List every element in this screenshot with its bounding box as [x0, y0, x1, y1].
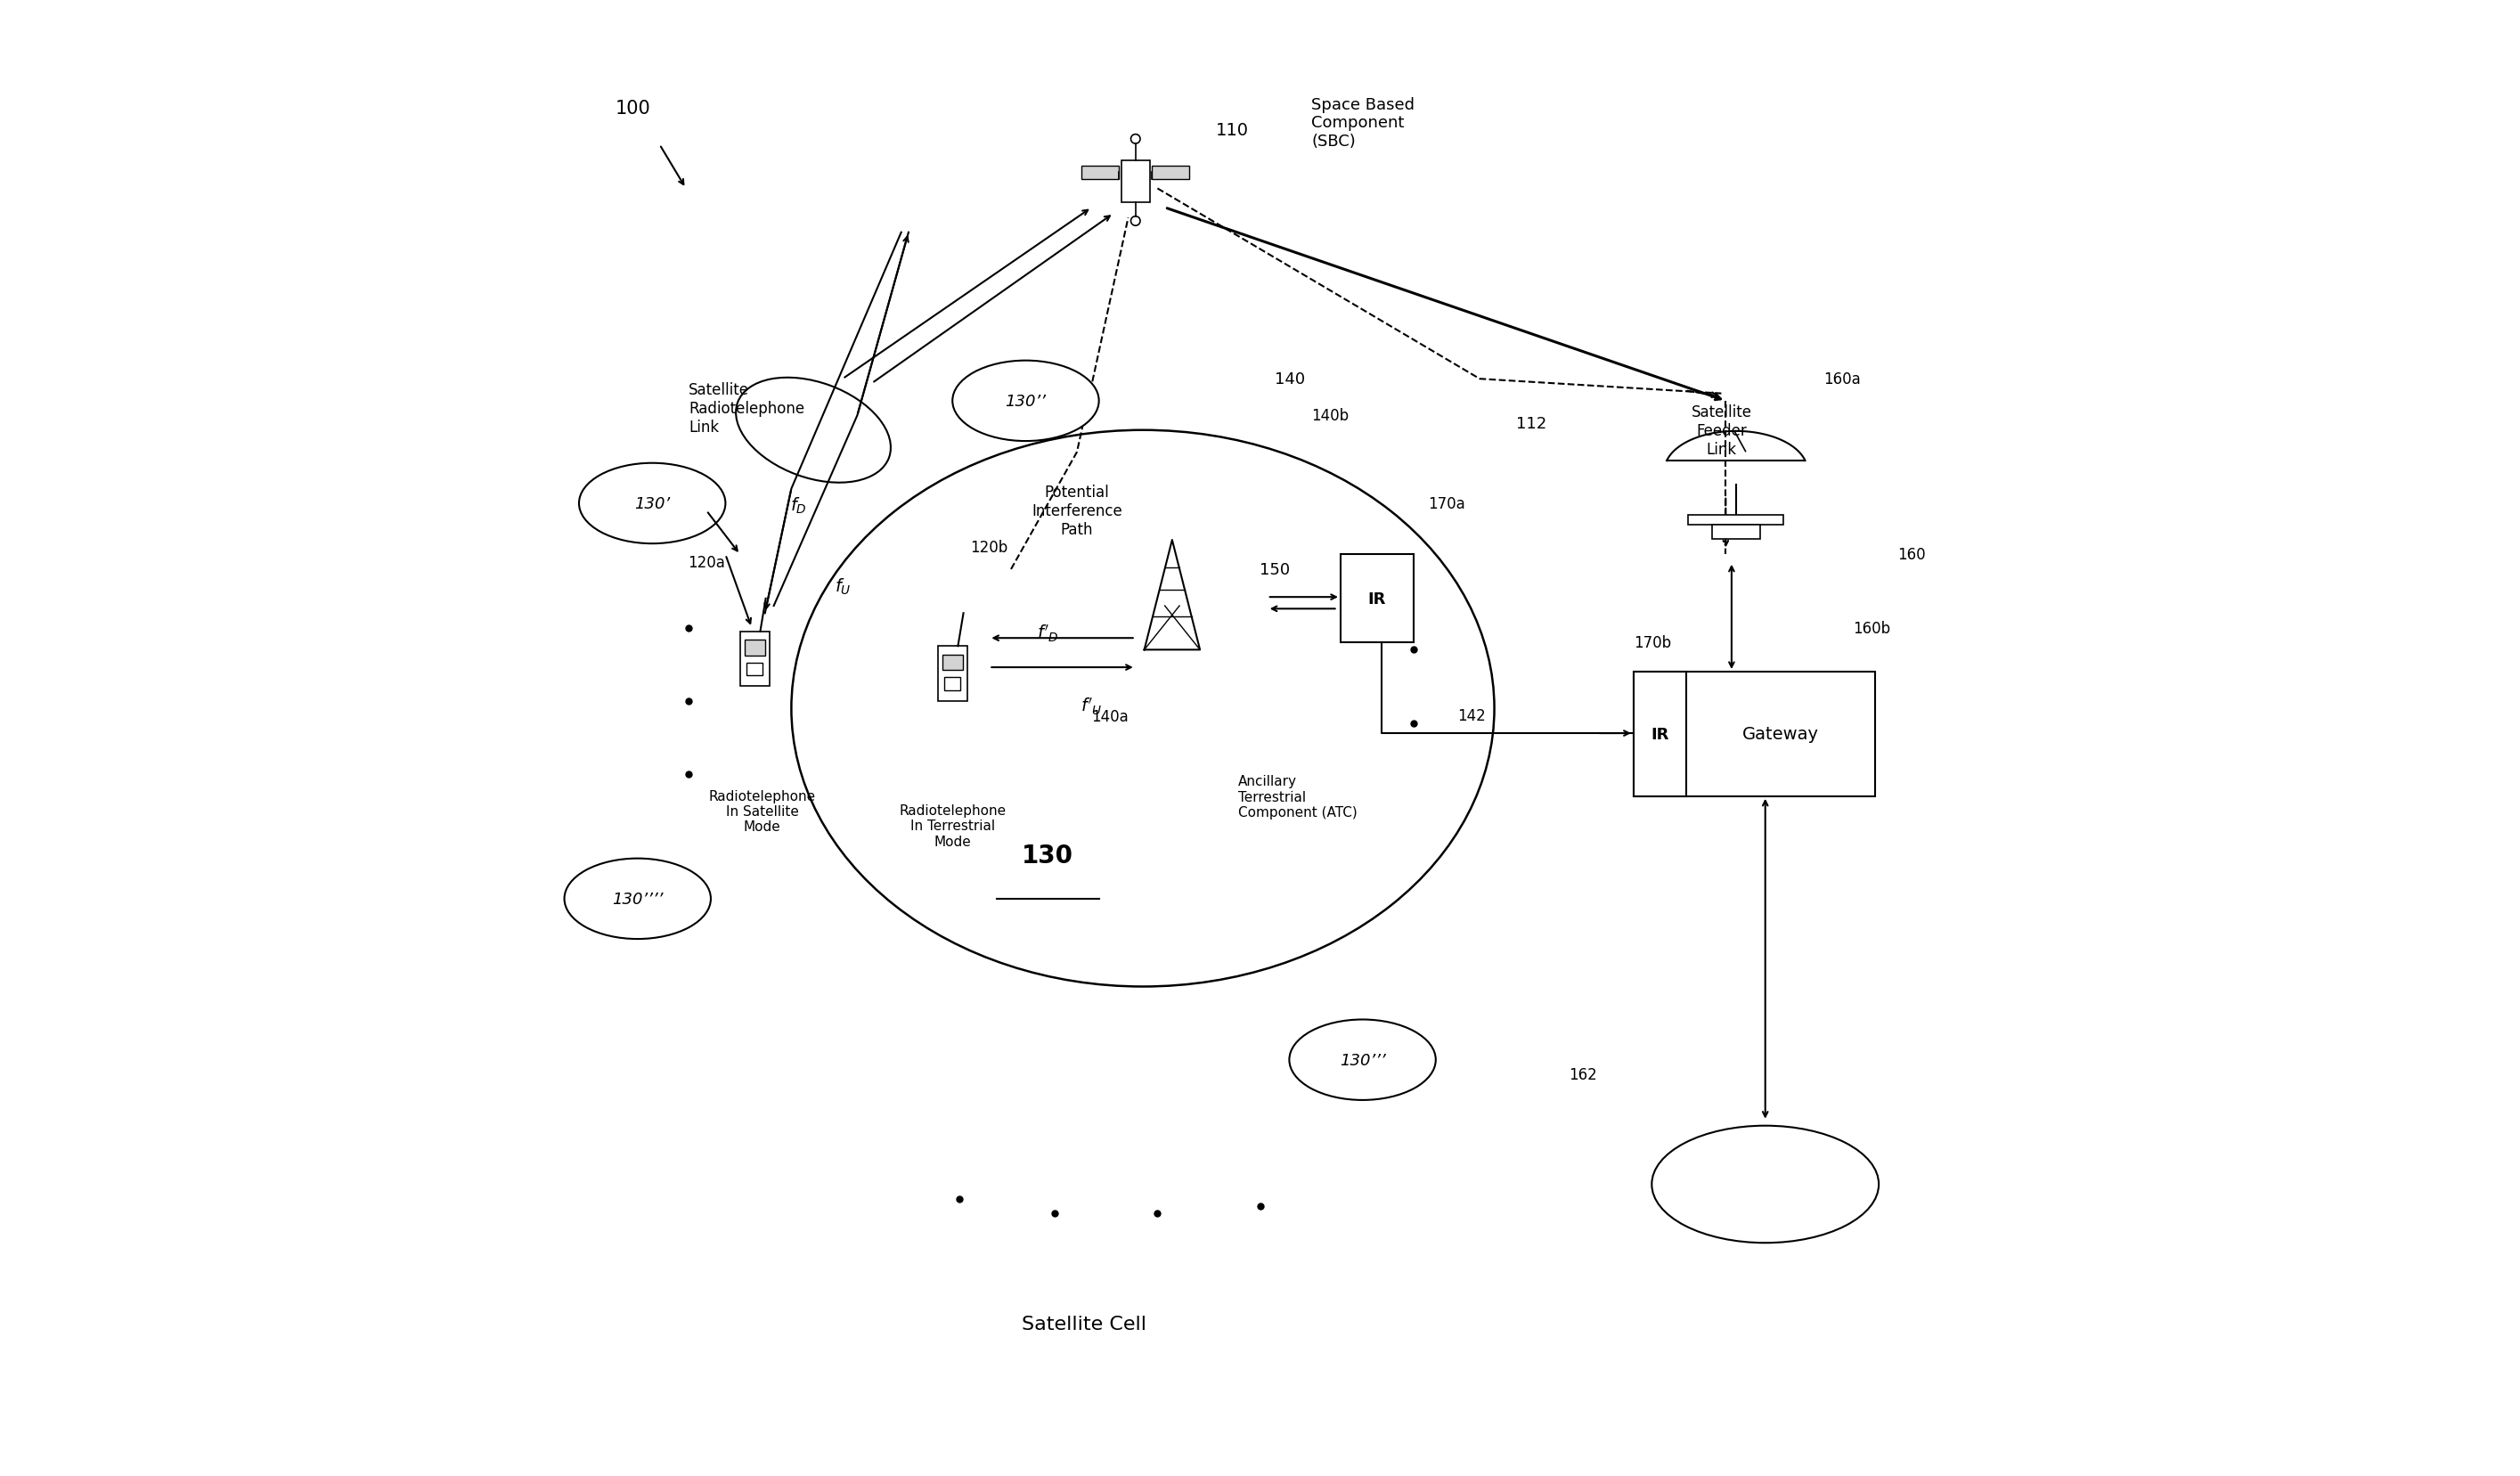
FancyBboxPatch shape [1152, 167, 1189, 180]
Text: 160b: 160b [1852, 620, 1890, 636]
FancyBboxPatch shape [741, 632, 769, 686]
Text: Gateway: Gateway [1741, 726, 1819, 742]
Text: Radiotelephone
In Terrestrial
Mode: Radiotelephone In Terrestrial Mode [900, 804, 1005, 849]
Text: 130’’’: 130’’’ [1341, 1052, 1386, 1069]
Text: 150: 150 [1260, 562, 1290, 577]
FancyBboxPatch shape [746, 663, 764, 676]
Text: Potential
Interference
Path: Potential Interference Path [1031, 484, 1121, 537]
FancyBboxPatch shape [1688, 515, 1784, 525]
FancyBboxPatch shape [942, 655, 963, 670]
Text: 130: 130 [1021, 843, 1074, 868]
Text: 140: 140 [1275, 372, 1305, 387]
Ellipse shape [1290, 1020, 1436, 1100]
FancyBboxPatch shape [1633, 672, 1686, 797]
FancyBboxPatch shape [1081, 167, 1119, 180]
Text: $f'_U$: $f'_U$ [1081, 695, 1104, 717]
Ellipse shape [953, 362, 1099, 441]
Text: 140a: 140a [1091, 708, 1129, 725]
Text: 100: 100 [615, 100, 650, 118]
Ellipse shape [580, 463, 726, 545]
Text: Satellite
Radiotelephone
Link: Satellite Radiotelephone Link [688, 382, 804, 435]
Ellipse shape [564, 859, 711, 939]
Text: Space Based
Component
(SBC): Space Based Component (SBC) [1310, 97, 1414, 149]
Text: Other Networks: Other Networks [1701, 1176, 1830, 1193]
Text: 110: 110 [1217, 123, 1250, 139]
Text: IR: IR [1368, 590, 1386, 607]
Text: 130’: 130’ [635, 496, 670, 512]
FancyBboxPatch shape [1711, 525, 1759, 539]
Text: 160: 160 [1898, 548, 1925, 562]
FancyBboxPatch shape [937, 646, 968, 701]
FancyBboxPatch shape [945, 677, 960, 691]
Text: 170a: 170a [1429, 496, 1467, 512]
Ellipse shape [1651, 1126, 1880, 1243]
Text: 130’’’’: 130’’’’ [612, 892, 663, 908]
FancyBboxPatch shape [1633, 672, 1875, 797]
Text: 112: 112 [1517, 415, 1547, 431]
Text: $f_D$: $f_D$ [791, 496, 806, 515]
Text: Radiotelephone
In Satellite
Mode: Radiotelephone In Satellite Mode [708, 790, 816, 834]
Text: Satellite Cell: Satellite Cell [1023, 1315, 1147, 1333]
Text: 160a: 160a [1824, 372, 1862, 387]
Text: 140b: 140b [1310, 407, 1348, 424]
Text: Ancillary
Terrestrial
Component (ATC): Ancillary Terrestrial Component (ATC) [1237, 775, 1358, 819]
Text: 120b: 120b [970, 540, 1008, 556]
Text: $f'_D$: $f'_D$ [1036, 623, 1058, 644]
Text: IR: IR [1651, 726, 1668, 742]
Text: 120a: 120a [688, 555, 726, 570]
Text: $f_U$: $f_U$ [834, 577, 852, 596]
Text: 142: 142 [1457, 708, 1487, 725]
Text: Satellite
Feeder
Link: Satellite Feeder Link [1691, 404, 1751, 458]
FancyBboxPatch shape [1121, 161, 1149, 202]
FancyBboxPatch shape [743, 641, 766, 655]
Text: 170b: 170b [1633, 635, 1671, 651]
Text: 162: 162 [1567, 1067, 1598, 1083]
FancyBboxPatch shape [1341, 555, 1414, 644]
Text: 130’’: 130’’ [1005, 393, 1046, 409]
